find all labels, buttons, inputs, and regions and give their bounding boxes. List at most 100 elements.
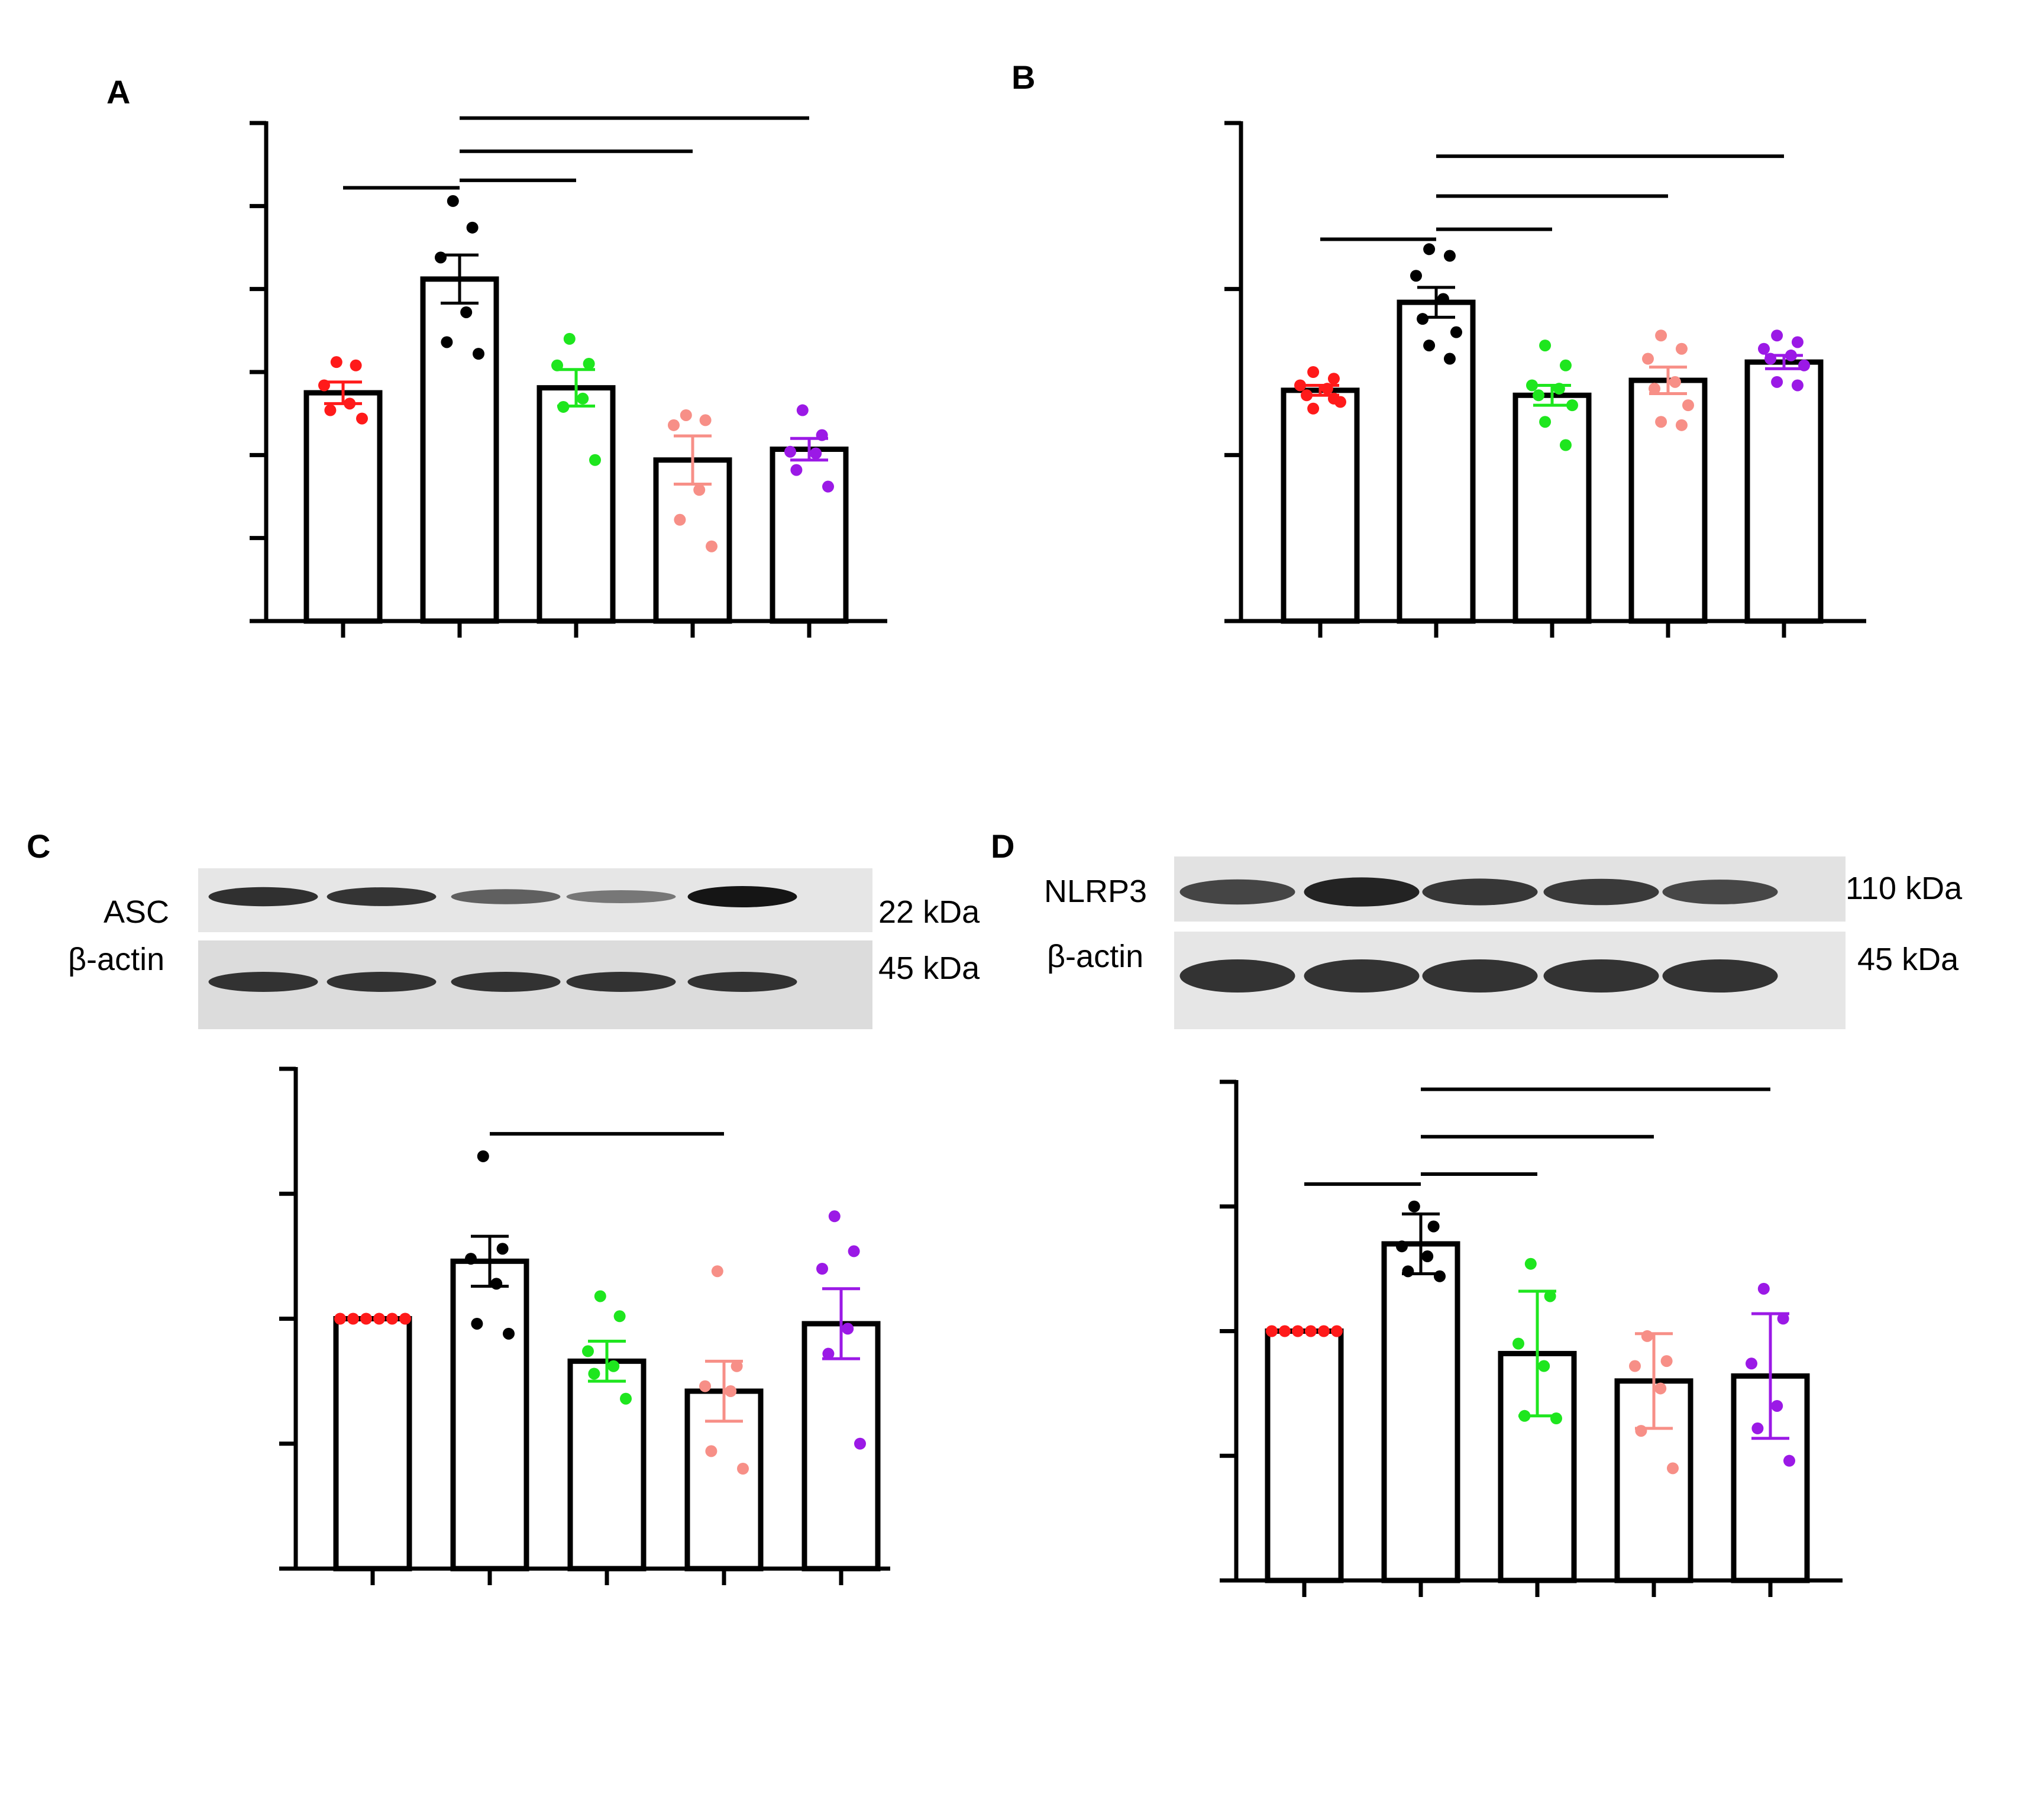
protein-band xyxy=(451,889,561,904)
data-point xyxy=(1437,293,1449,305)
data-point xyxy=(854,1437,866,1450)
chart-d xyxy=(1220,1079,1843,1597)
bar xyxy=(801,1321,881,1572)
data-point xyxy=(473,348,484,360)
data-point xyxy=(705,1445,717,1457)
data-point xyxy=(1641,1330,1653,1342)
blot-d-bands xyxy=(1179,877,1778,993)
data-point xyxy=(1550,1412,1562,1425)
data-point xyxy=(490,1278,503,1290)
chart-a xyxy=(250,116,887,638)
data-point xyxy=(693,484,706,496)
protein-band xyxy=(1304,877,1420,907)
data-point xyxy=(1266,1325,1278,1337)
data-point xyxy=(699,1380,711,1392)
blot-c-actin-label: β-actin xyxy=(68,942,164,977)
actin-band xyxy=(208,972,318,992)
data-point xyxy=(1757,1282,1770,1295)
data-point xyxy=(350,359,362,371)
data-point xyxy=(828,1210,841,1223)
data-point xyxy=(1629,1360,1641,1372)
panel-label-a: A xyxy=(106,73,130,111)
blot-d-protein-label: NLRP3 xyxy=(1044,874,1147,909)
data-point xyxy=(1791,379,1804,392)
data-point xyxy=(563,332,576,345)
data-point xyxy=(1655,416,1667,428)
bar xyxy=(1744,359,1824,624)
data-point xyxy=(1682,399,1694,412)
protein-band xyxy=(687,886,797,907)
data-point xyxy=(465,1253,477,1265)
protein-band xyxy=(1422,878,1538,906)
data-point xyxy=(796,404,809,416)
bar xyxy=(1397,299,1476,624)
bar xyxy=(536,385,616,624)
data-point xyxy=(1427,1220,1440,1233)
data-point xyxy=(620,1392,632,1405)
data-point xyxy=(1417,313,1429,325)
data-point xyxy=(1771,329,1783,342)
data-point xyxy=(1512,1337,1524,1350)
protein-band xyxy=(327,887,437,906)
data-point xyxy=(1307,366,1320,378)
protein-band xyxy=(1662,880,1778,904)
data-point xyxy=(1655,329,1667,342)
data-point xyxy=(594,1290,606,1302)
actin-band xyxy=(687,972,797,992)
data-point xyxy=(447,195,459,207)
data-point xyxy=(1566,399,1578,412)
blot-d-actin-label: β-actin xyxy=(1047,939,1143,974)
data-point xyxy=(496,1243,509,1255)
data-point xyxy=(503,1327,515,1340)
data-point xyxy=(1450,326,1462,338)
data-point xyxy=(1443,353,1456,365)
data-point xyxy=(344,397,356,410)
western-blot-c: ASC β-actin 22 kDa 45 kDa xyxy=(68,868,980,1029)
data-point xyxy=(441,336,453,348)
data-point xyxy=(1305,1325,1317,1337)
data-point xyxy=(347,1313,359,1325)
data-point xyxy=(557,400,570,413)
actin-band xyxy=(1422,959,1538,993)
data-point xyxy=(1518,1410,1531,1422)
chart-c xyxy=(279,1066,890,1585)
data-point xyxy=(373,1313,385,1325)
data-point xyxy=(1307,402,1320,415)
data-point xyxy=(1526,379,1538,392)
blot-d-actin-kda: 45 kDa xyxy=(1857,942,1959,977)
data-point xyxy=(551,359,563,371)
data-point xyxy=(1410,270,1422,282)
data-point xyxy=(588,1368,600,1380)
data-point xyxy=(1669,376,1681,388)
panel-label-d: D xyxy=(991,827,1014,865)
data-point xyxy=(1279,1325,1291,1337)
data-point xyxy=(613,1310,626,1323)
data-point xyxy=(1746,1357,1757,1370)
actin-band xyxy=(566,972,676,992)
data-point xyxy=(386,1313,398,1325)
data-point xyxy=(790,464,803,476)
bar xyxy=(450,1258,529,1572)
data-point xyxy=(1783,1454,1795,1467)
panel-label-b: B xyxy=(1011,59,1035,96)
data-point xyxy=(1434,1270,1446,1282)
data-point xyxy=(1660,1355,1673,1368)
data-point xyxy=(1331,1325,1343,1337)
panel-label-c: C xyxy=(27,827,50,865)
bar xyxy=(420,276,499,624)
blot-d-protein-kda: 110 kDa xyxy=(1846,871,1963,906)
data-point xyxy=(1559,439,1572,451)
data-point xyxy=(360,1313,372,1325)
data-point xyxy=(1642,353,1654,365)
data-point xyxy=(784,445,796,458)
bar xyxy=(333,1316,412,1572)
data-point xyxy=(810,447,822,460)
data-point xyxy=(737,1463,749,1475)
data-point xyxy=(1675,342,1688,355)
data-point xyxy=(1538,1360,1550,1372)
actin-band xyxy=(1662,959,1778,993)
actin-band xyxy=(1543,959,1659,993)
data-point xyxy=(466,221,479,234)
data-point xyxy=(324,404,337,416)
data-point xyxy=(1758,342,1770,355)
